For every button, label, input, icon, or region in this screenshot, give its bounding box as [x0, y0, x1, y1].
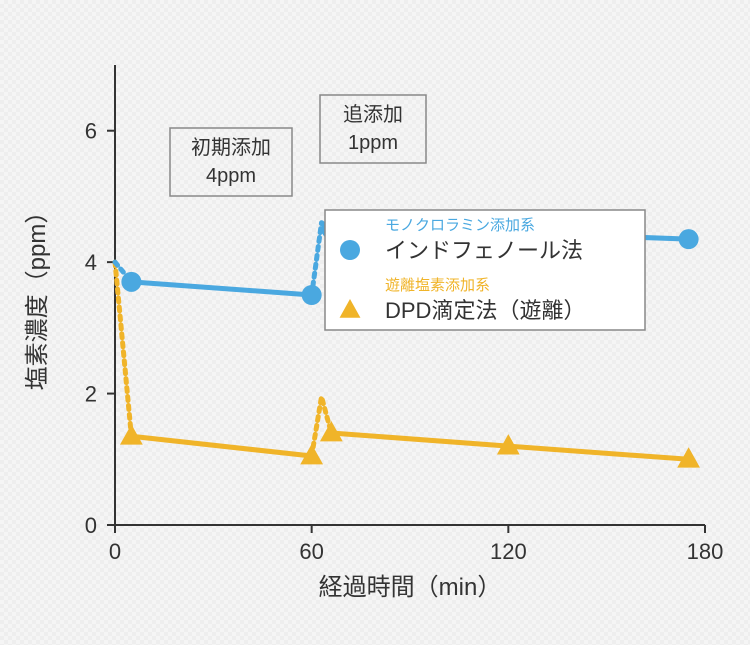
dpd-series-marker	[120, 424, 143, 444]
legend-label: DPD滴定法（遊離）	[385, 298, 585, 323]
y-axis-title: 塩素濃度（ppm）	[24, 200, 51, 391]
chlorine-concentration-chart: 0 60 120 180 0 2 4 6 経過時間（min） 塩素濃度（ppm） 初期添加 4ppm 追…	[0, 0, 750, 645]
annotation-text: 4ppm	[206, 165, 256, 187]
legend-sublabel: モノクロラミン添加系	[385, 217, 535, 234]
y-tick-label: 0	[85, 513, 97, 538]
x-tick-label: 0	[109, 539, 121, 564]
legend-marker-circle	[340, 240, 360, 260]
annotation-text: 追添加	[343, 103, 403, 126]
dpd-series-line	[131, 436, 311, 456]
indophenol-series-marker	[121, 272, 141, 292]
x-tick-label: 60	[299, 539, 323, 564]
x-tick-label: 120	[490, 539, 527, 564]
annotation-text: 初期添加	[191, 136, 271, 159]
y-tick-label: 6	[85, 119, 97, 144]
annotation-text: 1ppm	[348, 132, 398, 154]
y-tick-label: 2	[85, 382, 97, 407]
indophenol-series-marker	[302, 285, 322, 305]
indophenol-series-line	[131, 282, 311, 295]
indophenol-series-marker	[679, 229, 699, 249]
y-tick-label: 4	[85, 250, 97, 275]
legend-sublabel: 遊離塩素添加系	[385, 276, 490, 294]
x-axis-title: 経過時間（min）	[319, 574, 502, 601]
x-tick-label: 180	[687, 539, 724, 564]
legend-label: インドフェノール法	[385, 238, 583, 263]
